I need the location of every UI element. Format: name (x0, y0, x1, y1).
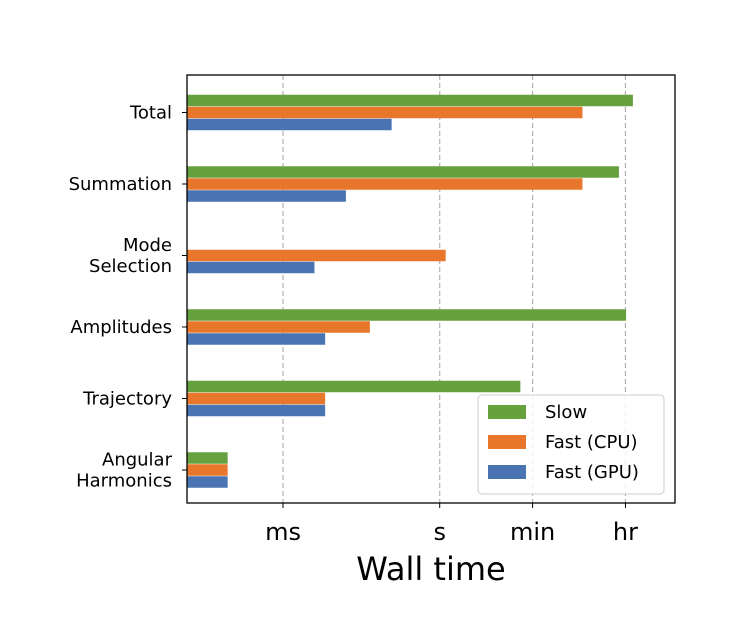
bar-fast-gpu (187, 404, 326, 417)
bar-slow (187, 166, 619, 178)
x-tick-label: min (510, 518, 555, 546)
legend-label: Fast (GPU) (545, 462, 639, 483)
category-label: Summation (69, 174, 172, 195)
x-axis-title: Wall time (356, 550, 505, 588)
plot-frame (186, 74, 676, 504)
category-label: Total (129, 103, 172, 124)
category-label: Trajectory (82, 389, 172, 410)
bars (187, 94, 633, 488)
bar-slow (187, 380, 521, 393)
bar-fast-gpu (187, 190, 346, 202)
legend-label: Fast (CPU) (545, 432, 638, 453)
legend-swatch (488, 435, 526, 449)
bar-slow (187, 94, 633, 107)
category-label: Mode (123, 235, 172, 256)
bar-slow (187, 452, 228, 464)
category-label: Selection (89, 256, 172, 277)
category-label: Harmonics (76, 471, 172, 492)
bar-fast-cpu (187, 249, 446, 262)
bar-fast-cpu (187, 321, 370, 333)
x-tick-label: hr (613, 518, 638, 546)
legend-swatch (488, 465, 526, 479)
bar-fast-gpu (187, 261, 315, 274)
legend-swatch (488, 405, 526, 419)
x-tick-label: ms (265, 518, 301, 546)
category-label: Amplitudes (70, 317, 172, 338)
bar-fast-cpu (187, 106, 583, 119)
time-axis: ms s min hr (265, 503, 638, 546)
bar-fast-gpu (187, 118, 392, 131)
bar-fast-cpu (187, 464, 228, 476)
bar-fast-cpu (187, 178, 583, 190)
legend: Slow Fast (CPU) Fast (GPU) (477, 394, 665, 495)
bar-fast-gpu (187, 333, 326, 345)
x-tick-label: s (433, 518, 446, 546)
bar-fast-cpu (187, 392, 326, 405)
legend-label: Slow (545, 402, 587, 423)
bar-slow (187, 309, 627, 321)
bar-fast-gpu (187, 476, 228, 488)
category-label: Angular (102, 450, 173, 471)
